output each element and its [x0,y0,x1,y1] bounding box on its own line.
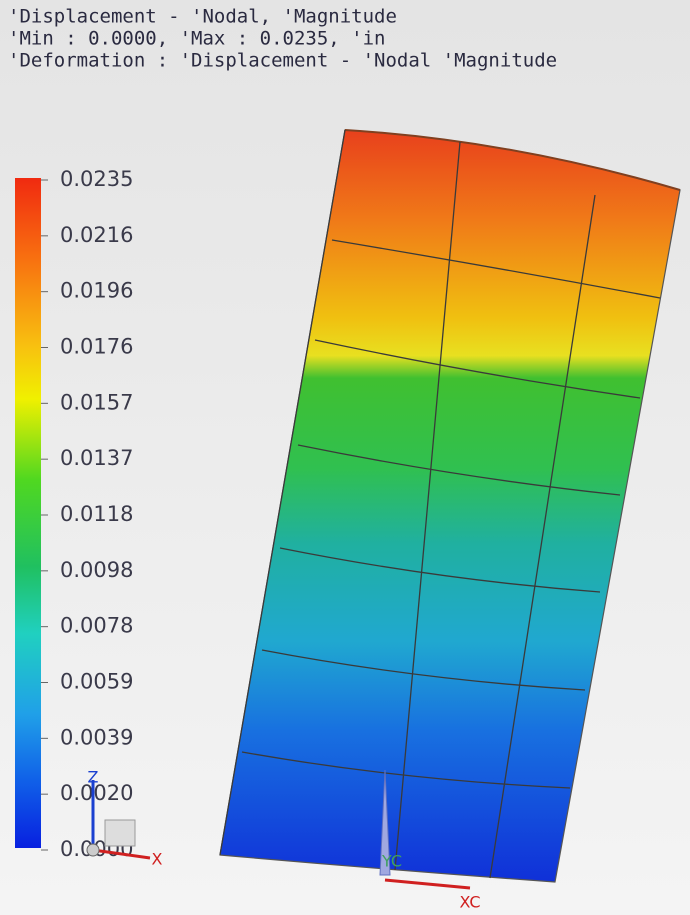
legend-label: 0.0118 [60,502,133,526]
legend-label: 0.0216 [60,223,133,247]
legend-label: 0.0039 [60,725,133,749]
legend-label: 0.0196 [60,279,133,303]
legend-label: 0.0137 [60,446,133,470]
header-line: 'Displacement - 'Nodal, 'Magnitude [8,6,397,28]
header-line: 'Min : 0.0000, 'Max : 0.0235, 'in [8,28,386,50]
legend-label: 0.0176 [60,335,133,359]
legend-label: 0.0078 [60,614,133,638]
legend-label: 0.0157 [60,390,133,414]
axis-label: XC [460,893,481,912]
header-line: 'Deformation : 'Displacement - 'Nodal 'M… [8,50,557,72]
legend-label: 0.0059 [60,670,133,694]
axis-label: X [152,850,163,869]
legend-label: 0.0235 [60,167,133,191]
color-scale [15,178,41,848]
axis-label: Z [88,768,99,787]
legend-label: 0.0098 [60,558,133,582]
viewport: 'Displacement - 'Nodal, 'Magnitude 'Min … [0,0,690,915]
axis-label: YC [381,852,402,871]
